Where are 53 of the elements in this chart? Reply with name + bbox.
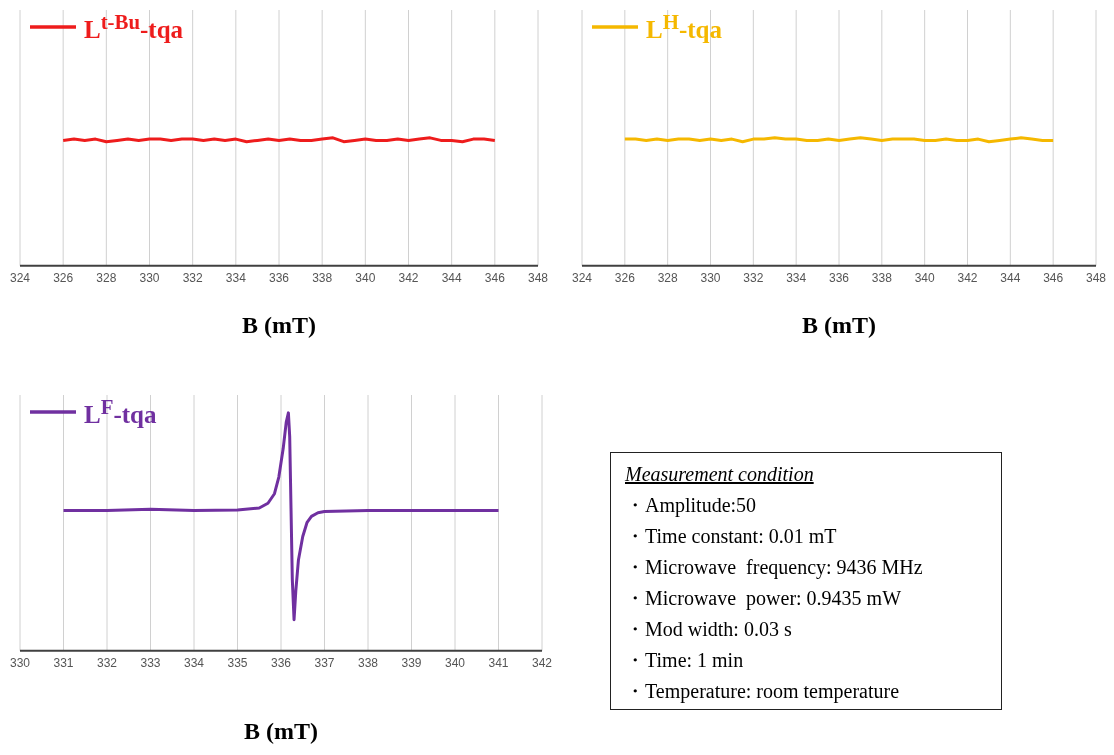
x-tick-label: 334	[786, 271, 807, 286]
x-axis-title: B (mT)	[801, 312, 877, 339]
legend-label: L$^{H}$-tqa	[646, 10, 722, 45]
text: ・Amplitude:50	[625, 493, 758, 519]
x-tick-label: 342	[531, 656, 553, 671]
x-tick-label: 348	[1085, 271, 1107, 286]
x-tick-label: 339	[401, 656, 422, 671]
x-tick-label: 348	[527, 271, 549, 286]
x-tick-label: 340	[444, 656, 466, 671]
x-tick-label: 336	[828, 271, 850, 286]
text: ・Mod width: 0.03 s	[625, 617, 793, 642]
text: ・Microwave power: 0.9435 mW	[625, 586, 903, 612]
x-tick-label: 336	[268, 271, 290, 286]
x-tick-label: 346	[1043, 271, 1064, 286]
x-tick-label: 341	[488, 656, 509, 671]
text: ・Microwave frequency: 9436 MHz	[625, 555, 924, 581]
x-tick-label: 336	[270, 656, 292, 671]
x-tick-label: 328	[96, 271, 117, 286]
x-axis-title: B (mT)	[243, 718, 319, 745]
x-tick-label: 338	[357, 656, 379, 671]
x-tick-label: 342	[398, 271, 419, 286]
x-tick-label: 337	[314, 656, 335, 671]
x-tick-label: 334	[225, 271, 247, 286]
legend-label: L$^{F}$-tqa	[84, 395, 157, 430]
text: ・Temperature: room temperature	[625, 679, 901, 705]
legend-label: L$^{t-Bu}$-tqa	[84, 10, 184, 45]
x-tick-label: 333	[140, 656, 161, 671]
x-tick-label: 332	[96, 656, 118, 671]
x-tick-label: 338	[312, 271, 333, 286]
x-tick-label: 324	[571, 271, 593, 286]
x-tick-label: 326	[614, 271, 636, 286]
x-tick-label: 328	[657, 271, 678, 286]
text: ・Time: 1 min	[625, 648, 745, 673]
x-tick-label: 324	[9, 271, 31, 286]
x-tick-label: 332	[182, 271, 203, 286]
x-tick-label: 338	[871, 271, 893, 286]
text: ・Time constant: 0.01 mT	[625, 524, 838, 549]
x-tick-label: 346	[484, 271, 506, 286]
x-tick-label: 332	[743, 271, 764, 286]
x-tick-label: 330	[9, 656, 31, 671]
x-tick-label: 326	[53, 271, 74, 286]
x-tick-label: 344	[1000, 271, 1021, 286]
x-tick-label: 342	[957, 271, 978, 286]
text: Measurement condition	[625, 462, 815, 487]
x-tick-label: 344	[441, 271, 462, 286]
x-tick-label: 331	[53, 656, 74, 671]
x-tick-label: 335	[227, 656, 248, 671]
x-tick-label: 330	[139, 271, 160, 286]
x-tick-label: 334	[183, 656, 205, 671]
x-axis-title: B (mT)	[241, 312, 317, 339]
x-tick-label: 340	[355, 271, 376, 286]
x-tick-label: 340	[914, 271, 935, 286]
x-tick-label: 330	[700, 271, 721, 286]
